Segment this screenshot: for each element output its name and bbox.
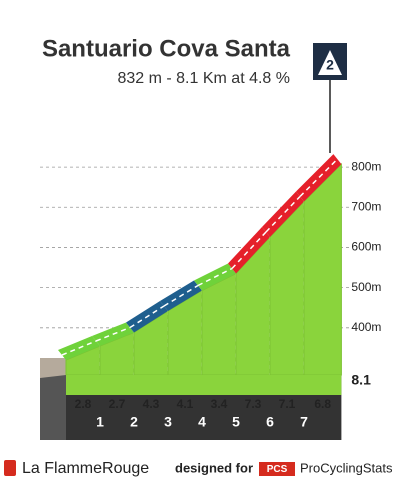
top-dash	[197, 267, 233, 287]
gradient-label: 3.4	[211, 397, 228, 411]
y-tick-label: 400m	[351, 320, 381, 334]
y-tick-label: 700m	[351, 199, 381, 213]
km-label: 8.1	[351, 372, 371, 388]
y-tick-label: 800m	[351, 159, 381, 173]
km-label: 4	[198, 414, 206, 430]
km-label: 5	[232, 414, 240, 430]
segment-face	[201, 272, 237, 376]
km-label: 1	[96, 414, 104, 430]
top-dash	[265, 195, 301, 233]
km-label: 6	[266, 414, 274, 430]
profile-base-side	[40, 375, 66, 440]
gradient-label: 7.1	[279, 397, 296, 411]
chart-title: Santuario Cova Santa	[42, 35, 291, 62]
brand-logo	[4, 460, 16, 476]
km-label: 2	[130, 414, 138, 430]
brand: La FlammeRouge	[22, 460, 149, 477]
top-dash	[61, 340, 97, 356]
pcs: PCS	[267, 464, 288, 475]
y-tick-label: 500m	[351, 280, 381, 294]
top-dash	[163, 284, 199, 307]
gradient-label: 4.3	[143, 397, 160, 411]
gradient-label: 7.3	[245, 397, 262, 411]
gradient-label: 6.8	[314, 397, 331, 411]
km-label: 7	[300, 414, 308, 430]
gradient-label: 4.1	[177, 397, 194, 411]
subtitle: 832 m - 8.1 Km at 4.8 %	[117, 70, 290, 87]
pcs-logo	[259, 462, 295, 476]
designed-for: designed for	[175, 460, 253, 475]
y-tick-label: 600m	[351, 240, 381, 254]
gradient-label: 2.8	[75, 397, 92, 411]
top-dash	[129, 305, 165, 329]
km-label: 3	[164, 414, 172, 430]
badge-triangle	[318, 50, 342, 75]
gradient-label: 2.7	[109, 397, 126, 411]
profile-lower	[66, 375, 342, 395]
site: ProCyclingStats	[300, 460, 393, 475]
category: 2	[326, 57, 334, 73]
top-dash	[95, 326, 131, 342]
